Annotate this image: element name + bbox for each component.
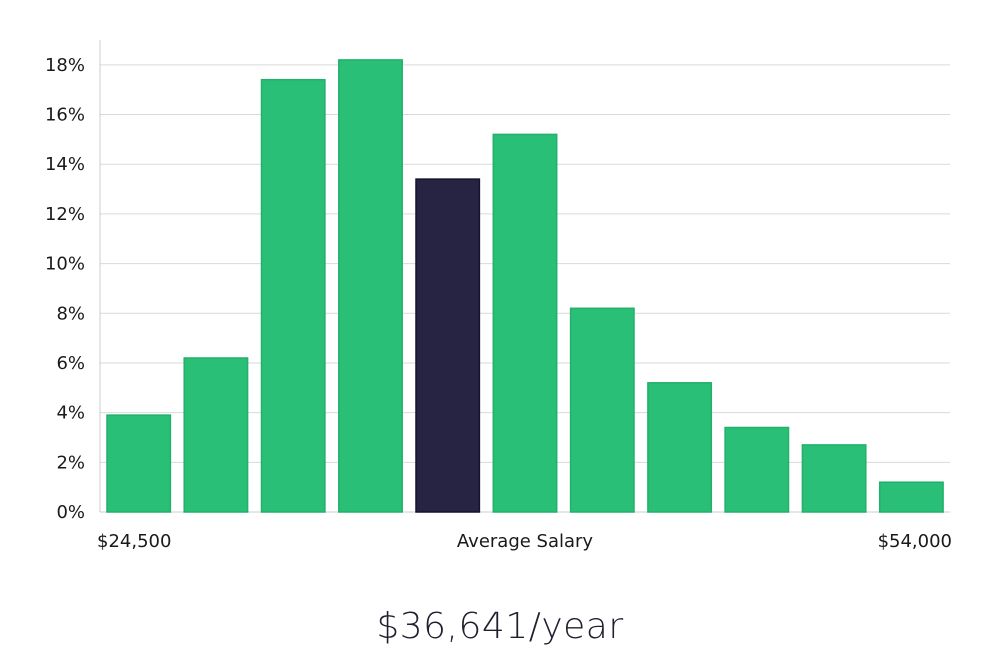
bar [878, 481, 944, 513]
average-salary-value: $36,641/year [376, 606, 624, 647]
bar [183, 357, 249, 513]
bars [106, 59, 944, 513]
y-tick-label: 6% [56, 353, 85, 374]
y-tick-label: 12% [45, 204, 85, 225]
bar [492, 133, 558, 513]
y-tick-label: 18% [45, 55, 85, 76]
x-label-max: $54,000 [878, 531, 952, 552]
x-axis-labels: $24,500 Average Salary $54,000 [97, 531, 952, 552]
y-tick-label: 14% [45, 154, 85, 175]
x-label-min: $24,500 [97, 531, 171, 552]
bar [724, 426, 790, 513]
y-tick-label: 0% [56, 502, 85, 523]
bar [260, 78, 326, 513]
bar-average-salary [415, 178, 481, 513]
bar [569, 307, 635, 513]
y-tick-label: 8% [56, 303, 85, 324]
bar [647, 382, 713, 513]
y-tick-label: 16% [45, 105, 85, 126]
y-tick-label: 2% [56, 452, 85, 473]
bar [801, 444, 867, 513]
bar [338, 59, 403, 513]
y-tick-label: 10% [45, 254, 85, 275]
bar [106, 414, 172, 513]
y-tick-label: 4% [56, 403, 85, 424]
y-axis: 0% 2% 4% 6% 8% 10% 12% 14% 16% 18% [45, 40, 950, 523]
x-label-average: Average Salary [457, 531, 594, 552]
